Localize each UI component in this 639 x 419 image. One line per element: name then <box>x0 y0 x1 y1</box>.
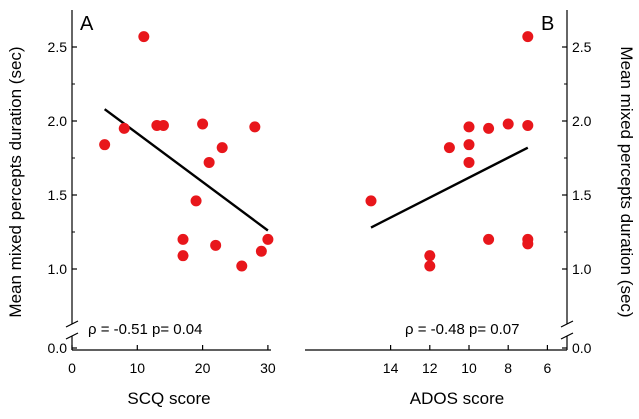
y-tick-label: 1.0 <box>48 261 68 277</box>
data-point <box>177 250 189 262</box>
data-point <box>463 121 475 133</box>
panel-a-stat: ρ = -0.51 p= 0.04 <box>88 321 202 338</box>
y-axis-break-mark <box>65 320 79 328</box>
x-tick-label: 10 <box>461 360 477 376</box>
x-tick-label: 6 <box>544 360 552 376</box>
panel-a: 0.0 1.0 1.5 2.0 2.5 0 10 20 30 <box>48 10 276 376</box>
y-tick-label: 0.0 <box>48 340 68 356</box>
data-point <box>210 239 222 251</box>
data-point <box>177 233 189 245</box>
x-tick-label: 30 <box>260 360 276 376</box>
data-point <box>463 139 475 151</box>
regression-line <box>103 108 269 232</box>
y-axis-break-mark <box>560 332 574 340</box>
data-point <box>190 195 202 207</box>
y-tick-label: 2.5 <box>572 39 592 55</box>
data-point <box>216 142 228 154</box>
data-point <box>99 139 111 151</box>
x-tick-label: 14 <box>383 360 399 376</box>
data-point <box>483 233 495 245</box>
y-tick-label: 2.0 <box>572 113 592 129</box>
y-tick-label: 1.5 <box>48 187 68 203</box>
panel-b-xlabel: ADOS score <box>410 389 504 408</box>
data-point <box>236 260 248 272</box>
data-point <box>522 119 534 131</box>
y-axis-break-mark <box>65 332 79 340</box>
data-point <box>249 121 261 133</box>
panel-a-xlabel: SCQ score <box>127 389 210 408</box>
data-point <box>262 233 274 245</box>
data-point <box>463 156 475 168</box>
x-tick-label: 12 <box>422 360 438 376</box>
y-tick-label: 2.5 <box>48 39 68 55</box>
y-tick-label: 0.0 <box>572 340 592 356</box>
y-tick-label: 1.0 <box>572 261 592 277</box>
x-tick-label: 0 <box>68 360 76 376</box>
regression-line <box>370 146 529 229</box>
data-point <box>197 118 209 130</box>
panel-b-stat: ρ = -0.48 p= 0.07 <box>405 321 519 338</box>
data-point <box>365 195 377 207</box>
data-point <box>138 31 150 43</box>
panel-b-ylabel: Mean mixed percepts duration (sec) <box>617 46 636 317</box>
panel-a-label: A <box>80 13 94 35</box>
data-point <box>118 122 130 134</box>
y-tick-label: 1.5 <box>572 187 592 203</box>
data-point <box>443 142 455 154</box>
data-point <box>424 250 436 262</box>
x-tick-label: 20 <box>195 360 211 376</box>
x-tick-label: 8 <box>504 360 512 376</box>
y-axis-break-mark <box>560 320 574 328</box>
y-tick-label: 2.0 <box>48 113 68 129</box>
data-point <box>203 156 215 168</box>
data-point <box>522 238 534 250</box>
data-point <box>157 119 169 131</box>
x-tick-label: 10 <box>130 360 146 376</box>
data-point <box>255 245 267 257</box>
data-point <box>424 260 436 272</box>
panel-b-label: B <box>541 13 554 35</box>
data-point <box>502 118 514 130</box>
data-point <box>522 31 534 43</box>
panel-a-ylabel: Mean mixed percepts duration (sec) <box>6 46 25 317</box>
panel-b: 0.0 1.0 1.5 2.0 2.5 14 12 10 8 6 <box>305 10 592 376</box>
data-point <box>483 122 495 134</box>
